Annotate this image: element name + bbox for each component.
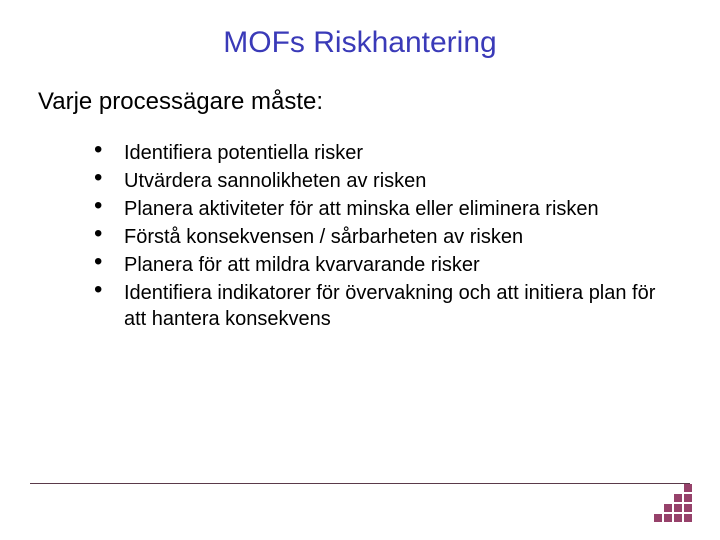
bullet-list: • Identifiera potentiella risker • Utvär… <box>94 140 670 332</box>
slide-subtitle: Varje processägare måste: <box>38 88 690 116</box>
bullet-icon: • <box>94 222 124 246</box>
bullet-icon: • <box>94 166 124 190</box>
footer-divider <box>30 483 690 484</box>
slide-title: MOFs Riskhantering <box>30 26 690 60</box>
slide: MOFs Riskhantering Varje processägare må… <box>0 0 720 540</box>
list-item: • Utvärdera sannolikheten av risken <box>94 168 670 194</box>
list-item: • Planera för att mildra kvarvarande ris… <box>94 252 670 278</box>
list-item: • Planera aktiviteter för att minska ell… <box>94 196 670 222</box>
list-item: • Identifiera potentiella risker <box>94 140 670 166</box>
bullet-icon: • <box>94 194 124 218</box>
bullet-icon: • <box>94 138 124 162</box>
bullet-text: Identifiera indikatorer för övervakning … <box>124 280 670 332</box>
list-item: • Förstå konsekvensen / sårbarheten av r… <box>94 224 670 250</box>
bullet-text: Planera för att mildra kvarvarande riske… <box>124 252 670 278</box>
bullet-text: Planera aktiviteter för att minska eller… <box>124 196 670 222</box>
logo-icon <box>648 484 692 528</box>
bullet-icon: • <box>94 250 124 274</box>
bullet-icon: • <box>94 278 124 302</box>
bullet-text: Identifiera potentiella risker <box>124 140 670 166</box>
list-item: • Identifiera indikatorer för övervaknin… <box>94 280 670 332</box>
bullet-text: Förstå konsekvensen / sårbarheten av ris… <box>124 224 670 250</box>
bullet-text: Utvärdera sannolikheten av risken <box>124 168 670 194</box>
